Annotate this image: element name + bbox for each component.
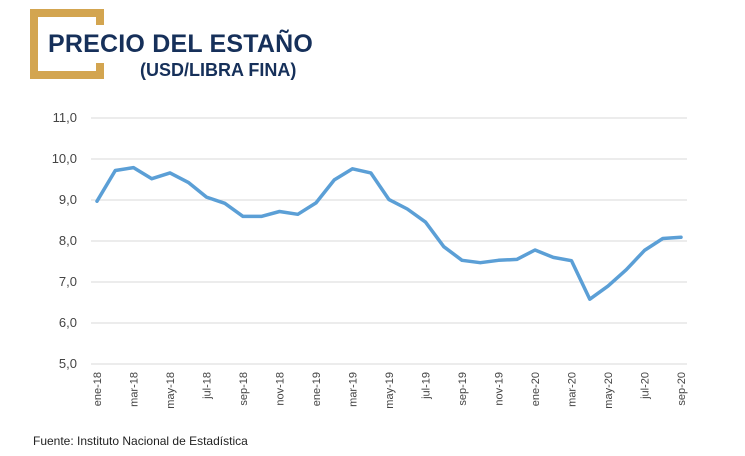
y-tick-label: 10,0 xyxy=(52,151,77,166)
x-tick-label: jul-20 xyxy=(640,372,652,400)
x-tick-label: mar-18 xyxy=(129,372,141,407)
x-tick-label: sep-20 xyxy=(676,372,688,406)
x-tick-label: may-19 xyxy=(384,372,396,409)
x-tick-label: jul-19 xyxy=(421,372,433,400)
y-tick-label: 8,0 xyxy=(59,233,77,248)
chart-title: PRECIO DEL ESTAÑO xyxy=(48,30,314,58)
y-tick-label: 5,0 xyxy=(59,356,77,371)
x-tick-label: nov-19 xyxy=(494,372,506,406)
x-tick-label: may-18 xyxy=(165,372,177,409)
x-tick-label: sep-19 xyxy=(457,372,469,406)
x-tick-label: jul-18 xyxy=(202,372,214,400)
x-tick-label: mar-19 xyxy=(348,372,360,407)
x-tick-label: sep-18 xyxy=(238,372,250,406)
title-frame-corner-top xyxy=(96,9,104,25)
x-tick-label: nov-18 xyxy=(275,372,287,406)
title-frame-corner-bottom xyxy=(96,63,104,79)
x-tick-label: may-20 xyxy=(603,372,615,409)
x-tick-label: mar-20 xyxy=(567,372,579,407)
x-tick-label: ene-19 xyxy=(311,372,323,406)
title-frame xyxy=(30,9,104,79)
y-tick-label: 6,0 xyxy=(59,315,77,330)
y-tick-label: 9,0 xyxy=(59,192,77,207)
x-tick-label: ene-20 xyxy=(530,372,542,406)
y-tick-label: 7,0 xyxy=(59,274,77,289)
series-line xyxy=(95,165,683,301)
y-tick-label: 11,0 xyxy=(53,110,77,125)
x-tick-label: ene-18 xyxy=(92,372,104,406)
chart-subtitle: (USD/LIBRA FINA) xyxy=(140,60,297,80)
source-note: Fuente: Instituto Nacional de Estadístic… xyxy=(33,434,248,448)
